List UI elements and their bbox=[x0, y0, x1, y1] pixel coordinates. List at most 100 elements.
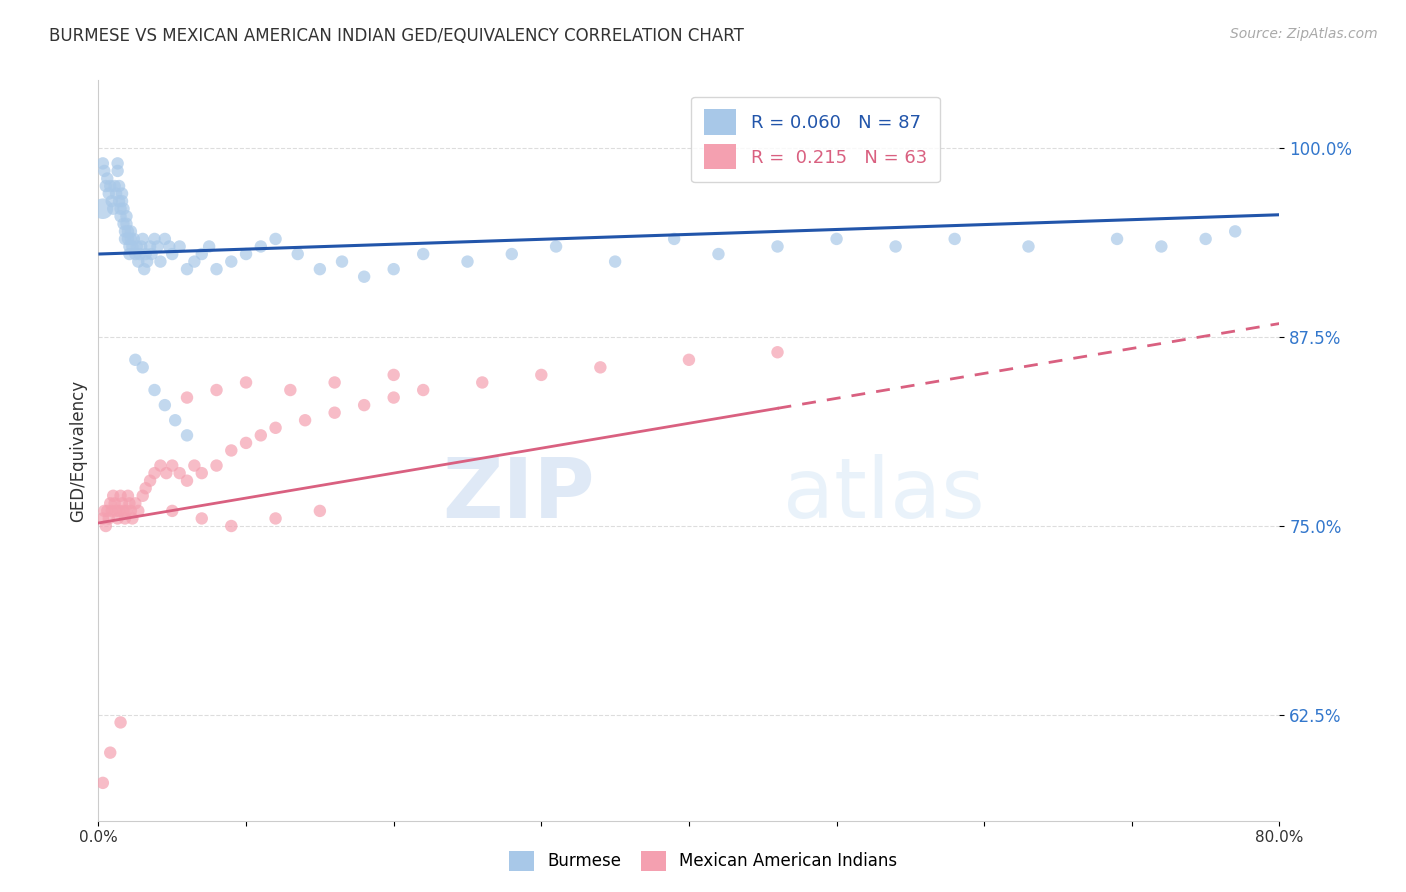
Point bbox=[107, 164, 129, 178]
Point bbox=[183, 254, 205, 268]
Point bbox=[91, 156, 114, 170]
Point bbox=[153, 398, 176, 412]
Point bbox=[94, 519, 117, 533]
Point bbox=[176, 262, 198, 277]
Point bbox=[110, 715, 132, 730]
Point bbox=[412, 247, 434, 261]
Point bbox=[1107, 232, 1129, 246]
Point bbox=[139, 474, 162, 488]
Point bbox=[93, 504, 115, 518]
Point bbox=[153, 232, 176, 246]
Point bbox=[115, 217, 138, 231]
Point bbox=[125, 239, 148, 253]
Point bbox=[111, 186, 134, 201]
Point bbox=[169, 239, 191, 253]
Point bbox=[120, 232, 142, 246]
Point bbox=[501, 247, 523, 261]
Point bbox=[235, 436, 257, 450]
Point bbox=[110, 209, 132, 223]
Point bbox=[205, 458, 228, 473]
Point bbox=[120, 224, 142, 238]
Point bbox=[353, 269, 375, 284]
Point bbox=[111, 194, 134, 209]
Point bbox=[136, 254, 159, 268]
Point bbox=[124, 496, 146, 510]
Point bbox=[155, 466, 177, 480]
Point bbox=[104, 496, 127, 510]
Point bbox=[264, 232, 287, 246]
Point bbox=[546, 239, 568, 253]
Text: Source: ZipAtlas.com: Source: ZipAtlas.com bbox=[1230, 27, 1378, 41]
Point bbox=[825, 232, 848, 246]
Point bbox=[98, 746, 121, 760]
Text: ZIP: ZIP bbox=[441, 454, 595, 535]
Point bbox=[129, 239, 152, 253]
Point bbox=[115, 209, 138, 223]
Point bbox=[183, 458, 205, 473]
Point bbox=[884, 239, 907, 253]
Point bbox=[287, 247, 309, 261]
Point bbox=[114, 511, 136, 525]
Point bbox=[120, 504, 142, 518]
Point bbox=[330, 254, 353, 268]
Point bbox=[530, 368, 553, 382]
Point bbox=[412, 383, 434, 397]
Point bbox=[235, 376, 257, 390]
Point bbox=[382, 262, 405, 277]
Point bbox=[114, 224, 136, 238]
Point bbox=[98, 496, 121, 510]
Point bbox=[294, 413, 316, 427]
Point bbox=[127, 504, 149, 518]
Legend: R = 0.060   N = 87, R =  0.215   N = 63: R = 0.060 N = 87, R = 0.215 N = 63 bbox=[692, 96, 939, 182]
Point bbox=[108, 179, 131, 194]
Point bbox=[107, 156, 129, 170]
Point bbox=[678, 352, 700, 367]
Point bbox=[162, 504, 183, 518]
Point bbox=[104, 179, 127, 194]
Point bbox=[766, 345, 789, 359]
Point bbox=[205, 262, 228, 277]
Point bbox=[1225, 224, 1247, 238]
Point bbox=[205, 383, 228, 397]
Point bbox=[309, 262, 332, 277]
Point bbox=[103, 202, 125, 216]
Text: atlas: atlas bbox=[783, 454, 986, 535]
Point bbox=[766, 239, 789, 253]
Point bbox=[114, 232, 136, 246]
Point bbox=[93, 164, 115, 178]
Point bbox=[250, 428, 273, 442]
Point bbox=[1150, 239, 1173, 253]
Point bbox=[353, 398, 375, 412]
Point bbox=[143, 383, 166, 397]
Point bbox=[264, 421, 287, 435]
Point bbox=[128, 247, 150, 261]
Point bbox=[118, 496, 141, 510]
Point bbox=[143, 232, 166, 246]
Point bbox=[132, 489, 155, 503]
Point bbox=[110, 202, 132, 216]
Point bbox=[91, 202, 114, 216]
Point bbox=[139, 239, 162, 253]
Point bbox=[1195, 232, 1218, 246]
Point bbox=[176, 474, 198, 488]
Point bbox=[382, 391, 405, 405]
Point bbox=[117, 224, 139, 238]
Point bbox=[198, 239, 221, 253]
Point bbox=[149, 458, 172, 473]
Point bbox=[605, 254, 627, 268]
Point bbox=[141, 247, 163, 261]
Point bbox=[221, 519, 243, 533]
Point bbox=[162, 247, 183, 261]
Point bbox=[135, 247, 157, 261]
Point bbox=[117, 489, 139, 503]
Point bbox=[108, 194, 131, 209]
Point bbox=[132, 360, 155, 375]
Point bbox=[100, 194, 122, 209]
Point bbox=[91, 776, 114, 790]
Point bbox=[97, 186, 120, 201]
Point bbox=[221, 443, 243, 458]
Point bbox=[132, 232, 155, 246]
Point bbox=[169, 466, 191, 480]
Point bbox=[112, 202, 135, 216]
Point bbox=[118, 247, 141, 261]
